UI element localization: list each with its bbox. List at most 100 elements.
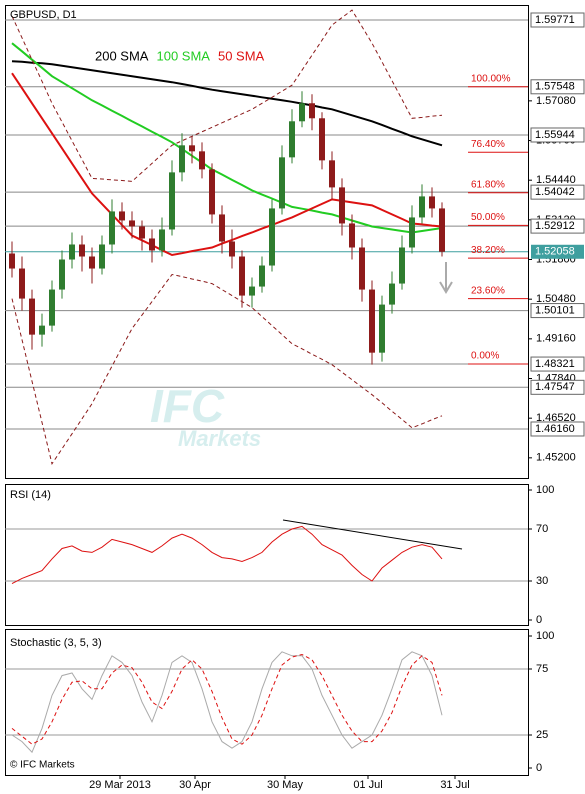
rsi-panel — [5, 484, 529, 626]
x-tick-label: 29 Mar 2013 — [89, 779, 151, 791]
level-box — [530, 303, 585, 319]
watermark-text: Markets — [178, 426, 261, 451]
candle-body — [19, 268, 25, 299]
y-tick-label: 1.45200 — [536, 452, 576, 464]
level-label: 1.48321 — [535, 358, 575, 370]
level-label: 1.55944 — [535, 129, 575, 141]
fib-label: 50.00% — [471, 212, 505, 223]
fib-label: 61.80% — [471, 179, 505, 190]
candle-body — [69, 244, 75, 260]
candle-body — [79, 244, 85, 257]
candle-body — [369, 289, 375, 353]
series-line — [11, 9, 443, 182]
candle-body — [149, 238, 155, 251]
candle-body — [199, 151, 205, 170]
candle-body — [169, 172, 175, 230]
x-tick-label: 30 May — [267, 779, 304, 791]
level-label: 1.50101 — [535, 304, 575, 316]
level-box — [530, 218, 585, 234]
candle-body — [289, 121, 295, 158]
series-line — [11, 525, 443, 585]
level-label: 1.59771 — [535, 14, 575, 26]
candle-body — [309, 103, 315, 119]
level-box — [530, 127, 585, 143]
candle-body — [49, 289, 55, 326]
y-tick-label: 30 — [536, 575, 548, 587]
candle-body — [229, 241, 235, 257]
candle-body — [239, 256, 245, 296]
y-tick-label: 75 — [536, 663, 548, 675]
series-line — [11, 60, 443, 147]
y-tick-label: 1.57080 — [536, 95, 576, 107]
level-label: 1.52912 — [535, 220, 575, 232]
y-tick-label: 0 — [536, 762, 542, 774]
plot-layer: 1.452001.465201.478401.491601.504801.518… — [5, 9, 585, 791]
fib-label: 23.60% — [471, 285, 505, 296]
series-line — [11, 273, 443, 466]
candle-body — [329, 160, 335, 188]
legend-entry: 50 SMA — [218, 48, 265, 63]
candle-body — [179, 145, 185, 173]
level-box — [530, 79, 585, 95]
candle-body — [269, 208, 275, 266]
series-line — [11, 72, 443, 257]
x-tick-label: 01 Jul — [353, 779, 382, 791]
level-box — [530, 379, 585, 395]
candle-body — [129, 220, 135, 227]
stochastic-panel — [5, 629, 529, 776]
x-tick-label: 30 Apr — [179, 779, 211, 791]
legend-entry: 100 SMA — [156, 48, 210, 63]
candle-body — [39, 325, 45, 335]
level-label: 1.46160 — [535, 423, 575, 435]
fib-label: 100.00% — [471, 73, 511, 84]
candle-body — [339, 187, 345, 224]
candle-body — [359, 247, 365, 290]
fib-label: 38.20% — [471, 245, 505, 256]
candle-body — [379, 304, 385, 353]
level-box — [530, 421, 585, 437]
level-label: 1.54042 — [535, 186, 575, 198]
candle-body — [399, 247, 405, 284]
main-panel — [5, 5, 529, 479]
last-price-label: 1.52058 — [535, 246, 575, 258]
level-label: 1.47547 — [535, 381, 575, 393]
candle-body — [9, 253, 15, 269]
candle-body — [29, 298, 35, 335]
last-price-box — [531, 244, 584, 259]
panel-title: GBPUSD, D1 — [10, 9, 77, 21]
level-box — [530, 356, 585, 372]
candle-body — [389, 283, 395, 305]
fib-label: 76.40% — [471, 139, 505, 150]
candle-body — [349, 223, 355, 248]
candle-body — [259, 265, 265, 287]
level-box — [530, 12, 585, 28]
candle-body — [159, 229, 165, 251]
y-tick-label: 1.49160 — [536, 333, 576, 345]
candle-body — [419, 196, 425, 218]
candle-body — [89, 256, 95, 269]
arrow-head — [439, 281, 453, 294]
y-tick-label: 1.54440 — [536, 174, 576, 186]
panel-title: RSI (14) — [10, 489, 51, 501]
y-tick-label: 100 — [536, 484, 554, 496]
series-line — [11, 42, 443, 234]
candle-body — [219, 214, 225, 242]
rsi-trendline — [282, 519, 463, 550]
copyright: © IFC Markets — [10, 760, 75, 771]
candle-body — [139, 226, 145, 239]
candle-body — [429, 196, 435, 209]
y-tick-label: 25 — [536, 729, 548, 741]
y-tick-label: 1.50480 — [536, 293, 576, 305]
x-tick-label: 31 Jul — [440, 779, 469, 791]
series-line — [11, 651, 443, 754]
level-box — [530, 184, 585, 200]
legend-entry: 200 SMA — [95, 48, 149, 63]
y-tick-label: 0 — [536, 614, 542, 626]
candle-body — [409, 217, 415, 248]
candle-body — [119, 211, 125, 221]
y-tick-label: 70 — [536, 523, 548, 535]
candle-body — [319, 118, 325, 161]
candle-body — [109, 211, 115, 245]
candle-body — [299, 103, 305, 122]
series-line — [11, 653, 443, 745]
